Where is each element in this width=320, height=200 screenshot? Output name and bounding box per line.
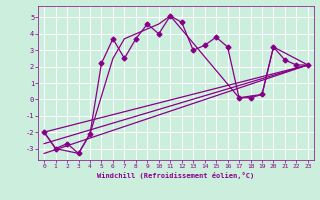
X-axis label: Windchill (Refroidissement éolien,°C): Windchill (Refroidissement éolien,°C) — [97, 172, 255, 179]
